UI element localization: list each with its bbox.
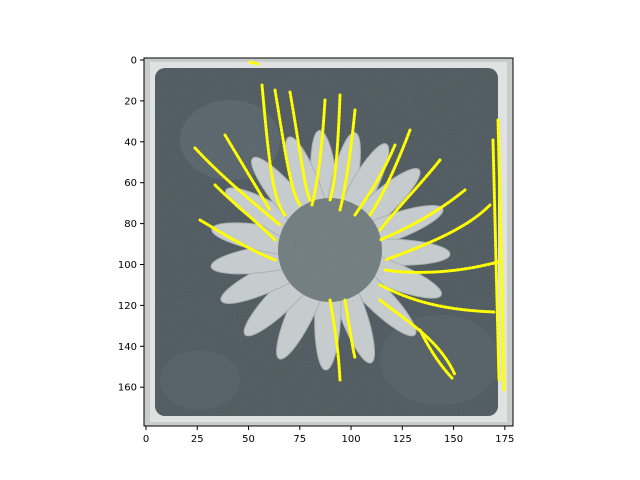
x-tick-label: 175 bbox=[495, 434, 514, 445]
x-tick-label: 25 bbox=[191, 434, 204, 445]
y-tick-label: 120 bbox=[118, 301, 137, 312]
flower-image bbox=[144, 58, 513, 426]
x-tick-label: 100 bbox=[342, 434, 361, 445]
x-tick-label: 75 bbox=[293, 434, 306, 445]
x-axis: 0 25 50 75 100 125 150 175 bbox=[143, 426, 515, 445]
y-tick-label: 140 bbox=[118, 342, 137, 353]
y-tick-label: 0 bbox=[131, 56, 137, 67]
x-tick-label: 0 bbox=[143, 434, 149, 445]
y-tick-label: 100 bbox=[118, 260, 137, 271]
x-tick-label: 150 bbox=[444, 434, 463, 445]
y-tick-label: 160 bbox=[118, 383, 137, 394]
y-axis: 0 20 40 60 80 100 120 140 160 bbox=[118, 56, 144, 394]
x-tick-label: 50 bbox=[242, 434, 255, 445]
x-tick-label: 125 bbox=[393, 434, 412, 445]
y-tick-label: 60 bbox=[124, 178, 137, 189]
y-tick-label: 20 bbox=[124, 96, 137, 107]
y-tick-label: 40 bbox=[124, 137, 137, 148]
y-tick-label: 80 bbox=[124, 219, 137, 230]
